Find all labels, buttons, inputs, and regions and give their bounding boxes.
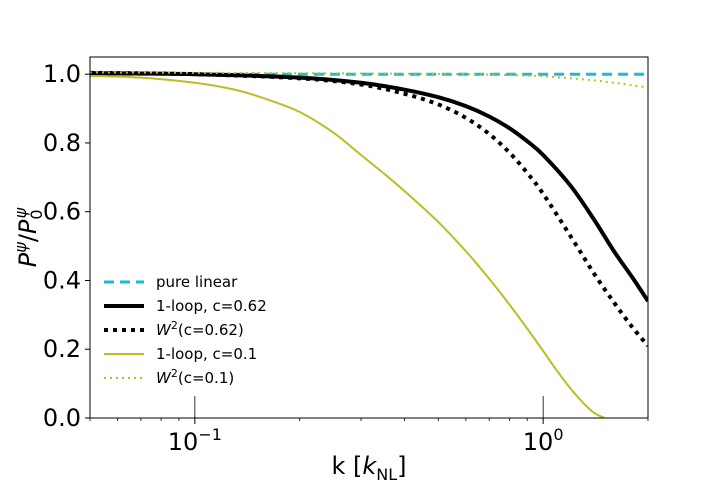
legend-label-1: 1-loop, c=0.62	[156, 297, 267, 315]
legend: pure linear 1-loop, c=0.62 W2(c=0.62) 1-loo…	[104, 273, 267, 387]
y-tick-label: 1.0	[43, 60, 81, 88]
series-line-1	[90, 71, 648, 303]
y-tick-label: 0.4	[43, 266, 81, 294]
series-line-2	[90, 70, 648, 348]
legend-label-4: W2(c=0.1)	[156, 367, 234, 387]
plot-area-frame	[89, 56, 649, 419]
x-tick-label: 100	[523, 425, 564, 456]
y-tick-label: 0.8	[43, 129, 81, 157]
legend-label-2: W2(c=0.62)	[156, 319, 244, 339]
series-line-3	[90, 74, 605, 418]
legend-label-3: 1-loop, c=0.1	[156, 345, 257, 363]
y-axis-label: Pψ/P0ψ	[11, 207, 46, 267]
x-tick-label: 10−1	[168, 425, 222, 456]
y-tick-label: 0.2	[43, 335, 81, 363]
y-tick-label: 0.0	[43, 404, 81, 432]
legend-label-0: pure linear	[156, 273, 238, 291]
x-axis-label: k [kNL]	[331, 452, 406, 480]
y-tick-label: 0.6	[43, 198, 81, 226]
